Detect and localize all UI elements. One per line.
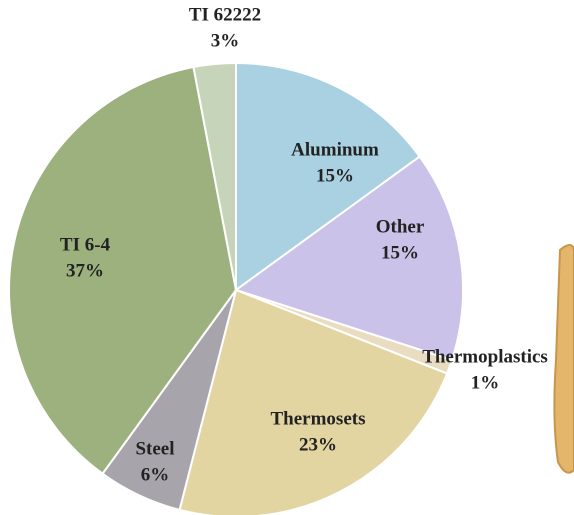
- slice-value-label: 23%: [299, 434, 337, 455]
- slice-label: Aluminum: [291, 139, 379, 160]
- slice-value-label: 15%: [316, 165, 354, 186]
- chart: Aluminum 15% Other 15% Thermoplastics 1% Therm…: [0, 0, 574, 515]
- slice-value-label: 3%: [211, 30, 240, 51]
- slice-label: Steel: [135, 438, 174, 459]
- slice-label: Other: [376, 216, 425, 237]
- slice-label: Thermoplastics: [422, 346, 548, 367]
- slice-value-label: 1%: [471, 372, 500, 393]
- slice-value-label: 6%: [141, 464, 170, 485]
- slice-value-label: 37%: [66, 260, 104, 281]
- slice-label: TI 6-4: [60, 234, 111, 255]
- slice-label: TI 62222: [189, 4, 261, 25]
- slice-value-label: 15%: [381, 242, 419, 263]
- decoration: [554, 245, 574, 473]
- slice-label: Thermosets: [271, 408, 366, 429]
